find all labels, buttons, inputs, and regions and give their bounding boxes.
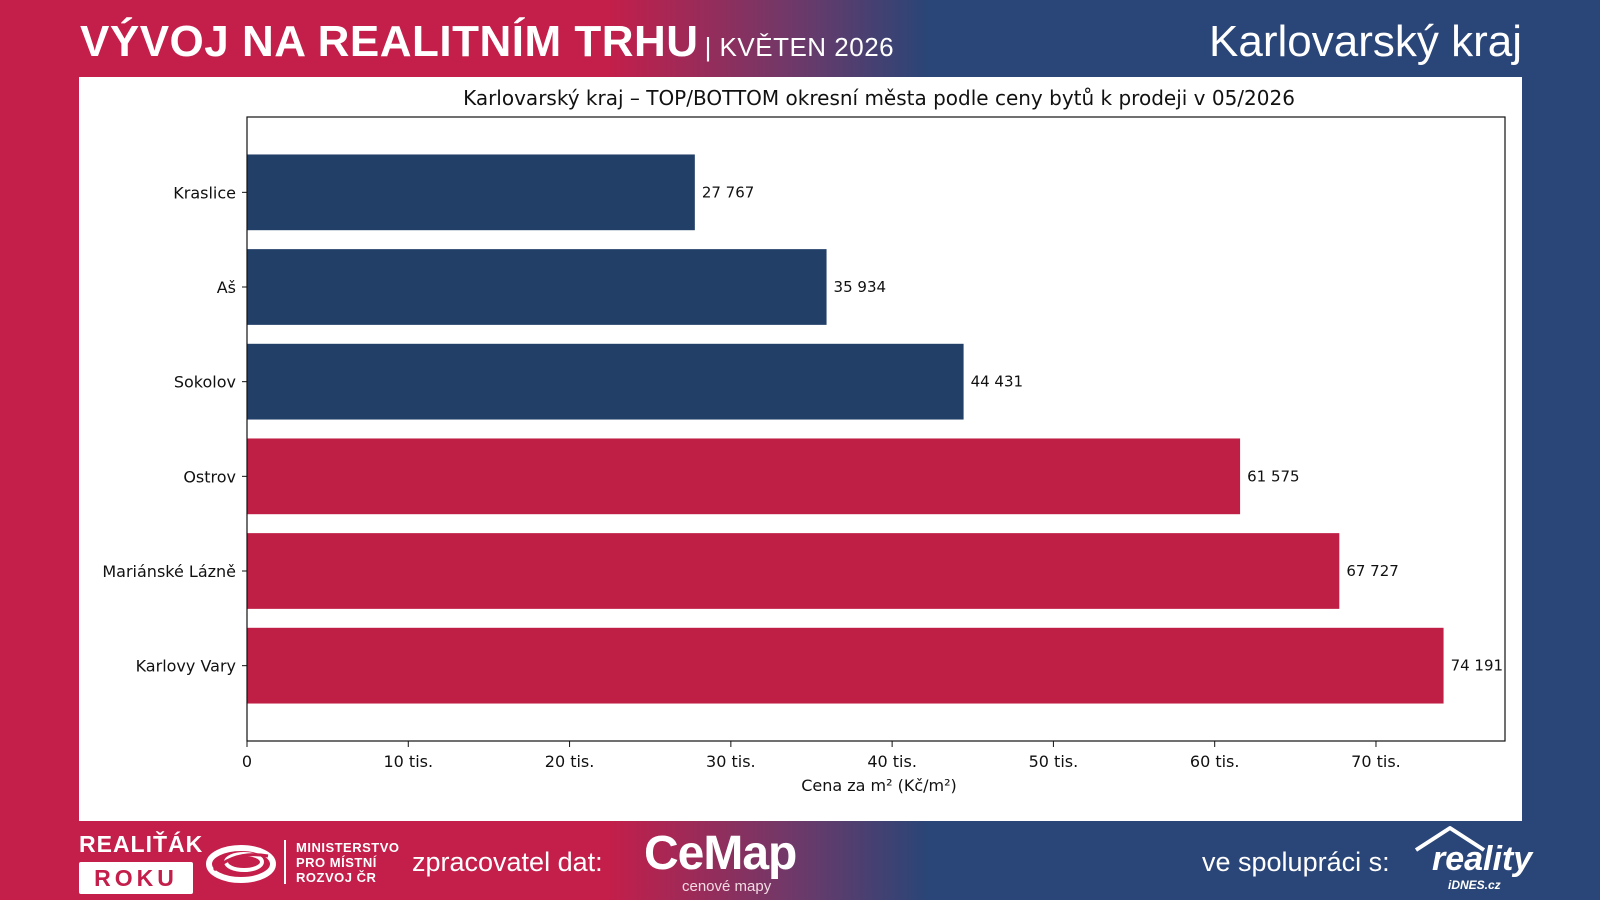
chart-title: Karlovarský kraj – TOP/BOTTOM okresní mě… xyxy=(463,86,1295,110)
category-label: Kraslice xyxy=(173,183,236,202)
ministry-name: MINISTERSTVO PRO MÍSTNÍ ROZVOJ ČR xyxy=(296,840,400,885)
bar-value-label: 35 934 xyxy=(834,278,887,296)
page-subtitle: | KVĚTEN 2026 xyxy=(704,32,895,62)
bar-value-label: 44 431 xyxy=(971,373,1024,391)
bar-4 xyxy=(247,533,1340,609)
x-tick-label: 60 tis. xyxy=(1190,752,1240,771)
x-tick-label: 0 xyxy=(242,752,252,771)
category-label: Ostrov xyxy=(183,467,236,486)
x-tick-label: 40 tis. xyxy=(867,752,917,771)
plot-frame xyxy=(246,116,1506,742)
collaboration-label: ve spolupráci s: xyxy=(1202,847,1390,877)
ministry-separator xyxy=(284,840,286,884)
ministry-line: PRO MÍSTNÍ xyxy=(296,855,377,870)
bar-value-label: 67 727 xyxy=(1346,562,1399,580)
page-title: VÝVOJ NA REALITNÍM TRHU | KVĚTEN 2026 xyxy=(80,14,894,75)
bar-value-label: 61 575 xyxy=(1247,467,1300,485)
bar-0 xyxy=(247,154,695,231)
ministry-line: MINISTERSTVO xyxy=(296,840,400,855)
bar-value-label: 74 191 xyxy=(1451,657,1504,675)
bar-3 xyxy=(247,438,1241,515)
x-tick-label: 10 tis. xyxy=(383,752,433,771)
category-label: Aš xyxy=(217,278,236,297)
cemap-subtitle: cenové mapy xyxy=(682,878,772,895)
chart-panel: Karlovarský kraj – TOP/BOTTOM okresní mě… xyxy=(79,77,1522,821)
category-label: Sokolov xyxy=(174,373,236,392)
reality-logo: reality xyxy=(1432,840,1533,878)
region-title: Karlovarský kraj xyxy=(1209,17,1522,66)
house-roof-icon xyxy=(1414,826,1486,852)
cemap-logo: CeMap xyxy=(644,827,797,880)
ministry-line: ROZVOJ ČR xyxy=(296,870,377,885)
bar-2 xyxy=(247,343,964,420)
ministry-swirl-icon xyxy=(206,845,276,883)
bar-chart: Karlovarský kraj – TOP/BOTTOM okresní mě… xyxy=(102,86,1506,795)
brand-roku: ROKU xyxy=(79,862,193,894)
reality-subtitle: iDNES.cz xyxy=(1448,878,1501,892)
brand-realitak: REALIŤÁK xyxy=(79,831,204,857)
x-tick-label: 20 tis. xyxy=(545,752,595,771)
chart-x-axis-label: Cena za m² (Kč/m²) xyxy=(801,776,957,795)
bar-1 xyxy=(247,249,827,325)
bar-value-label: 27 767 xyxy=(702,183,755,201)
footer: REALIŤÁK ROKU MINISTERSTVO PRO MÍSTNÍ RO… xyxy=(0,822,1600,900)
bar-5 xyxy=(247,627,1444,704)
category-label: Mariánské Lázně xyxy=(102,562,236,581)
category-label: Karlovy Vary xyxy=(136,657,236,676)
page-title-text: VÝVOJ NA REALITNÍM TRHU xyxy=(80,17,699,66)
processor-label: zpracovatel dat: xyxy=(412,847,603,877)
x-tick-label: 50 tis. xyxy=(1029,752,1079,771)
x-tick-label: 70 tis. xyxy=(1351,752,1401,771)
x-tick-label: 30 tis. xyxy=(706,752,756,771)
